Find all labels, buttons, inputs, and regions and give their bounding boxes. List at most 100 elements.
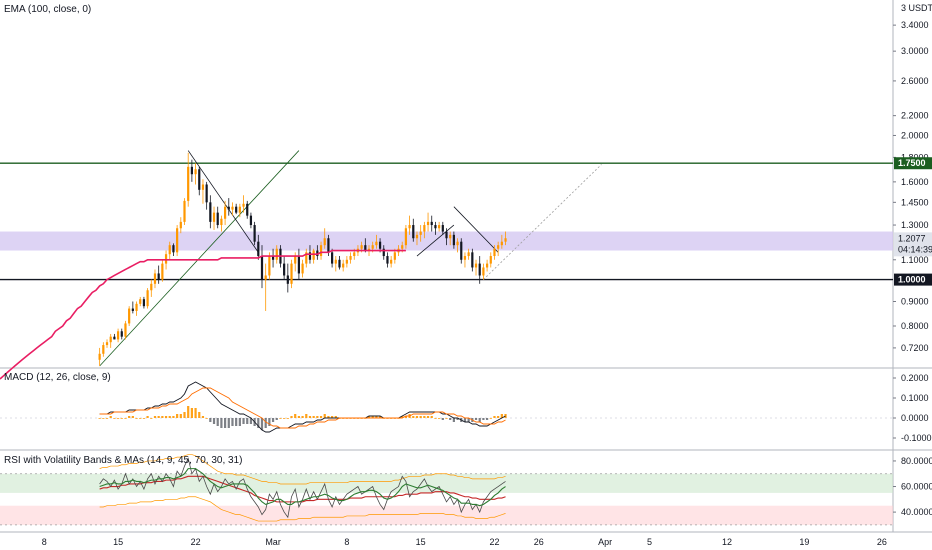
candle-body [438,225,441,229]
time-axis-label: 8 [344,537,349,547]
candle-body [290,263,293,284]
macd-histogram-bar [271,418,275,422]
time-axis-label: Mar [265,537,281,547]
rsi-axis-label: 80.0000 [901,456,932,466]
macd-histogram-bar [319,416,323,418]
macd-histogram-bar [157,416,160,418]
candle-body [378,241,382,249]
macd-histogram-bar [286,418,289,419]
candle-body [404,228,408,246]
candle-body [139,299,142,304]
macd-histogram-bar [135,418,138,419]
time-axis-label: 15 [113,537,123,547]
macd-histogram-bar [116,418,120,419]
macd-histogram-bar [426,416,430,418]
candle-body [456,241,459,246]
trendlines[interactable] [99,150,602,367]
macd-histogram-bar [238,418,241,426]
macd-signal-line [99,387,506,429]
candle-body [198,169,201,190]
ema-indicator-label[interactable]: EMA (100, close, 0) [4,4,92,15]
macd-histogram-bar [176,414,179,418]
macd-histogram-bar [485,418,489,420]
candle-body [187,166,190,201]
level-price-tag: 1.0000 [898,275,926,285]
candle-body [168,245,171,255]
price-axis-label: 0.8000 [901,321,929,331]
ema-line [0,249,406,380]
macd-histogram-bar [246,418,249,424]
horizontal-levels[interactable] [0,162,893,281]
macd-panel [98,381,507,433]
candle-body [216,212,219,226]
time-axis-label: 8 [42,537,47,547]
macd-histogram-bar [415,416,419,418]
candle-body [485,263,489,268]
macd-histogram-bar [201,416,205,418]
candle-body [260,256,264,280]
time-axis-label: Apr [598,537,612,547]
candle-body [342,263,345,268]
last-price-tag: 1.2077 [898,233,926,243]
candle-body [131,308,134,311]
macd-histogram-bar [146,416,149,418]
candle-body [419,231,422,235]
macd-histogram-bar [452,418,455,422]
macd-histogram-bar [194,408,197,418]
candle-body [205,184,208,203]
macd-histogram-bar [102,418,105,419]
macd-indicator-label[interactable]: MACD (12, 26, close, 9) [4,372,111,383]
candle-body [157,273,160,280]
macd-histogram-bar [190,408,193,418]
rsi-indicator-label[interactable]: RSI with Volatility Bands & MAs (14, 9, … [4,455,243,466]
macd-histogram-bar [308,416,312,418]
macd-histogram-bar [283,418,286,419]
candle-body [271,256,275,260]
candle-body [150,283,153,291]
candle-body [338,259,341,268]
candle-body [194,169,197,175]
candle-body [109,336,112,343]
candle-body [497,245,500,249]
rsi-panel [99,454,506,522]
level-price-tag-bg [894,157,932,170]
candle-body [423,225,426,232]
candle-body [183,200,186,222]
macd-histogram-bar [275,418,278,420]
price-axis-label: 1.4500 [901,197,929,207]
candle-body [301,263,304,274]
candle-body [249,215,253,226]
candle-body [316,250,319,257]
macd-axis-label: 0.0000 [901,413,929,423]
price-axis-label: 0.7200 [901,343,929,353]
candle-body [467,252,470,257]
macd-histogram-bar [316,416,319,418]
macd-histogram-bar [489,418,492,419]
level-price-tag: 1.7500 [898,158,926,168]
macd-histogram-bar [164,416,168,418]
currency-label: 3 USDT [901,3,932,13]
candle-body [286,275,289,284]
candle-body [349,256,352,260]
rsi-axis-label: 60.0000 [901,482,932,492]
candle-body [345,259,348,264]
candle-body [120,331,123,337]
candle-body [275,248,278,260]
candle-body [98,353,101,360]
macd-histogram-bar [404,416,408,418]
trendline [187,150,259,253]
candle-body [235,206,238,213]
candle-body [212,212,216,222]
macd-histogram-bar [331,416,334,418]
rsi-zone [0,473,893,493]
macd-histogram-bar [367,416,371,418]
macd-histogram-bar [500,414,503,418]
candle-body [116,331,120,340]
candle-body [142,299,146,307]
macd-histogram-bar [223,418,227,428]
candle-body [238,206,241,213]
macd-histogram-bar [187,406,190,418]
macd-histogram-bar [378,416,382,418]
candle-body [283,263,286,276]
